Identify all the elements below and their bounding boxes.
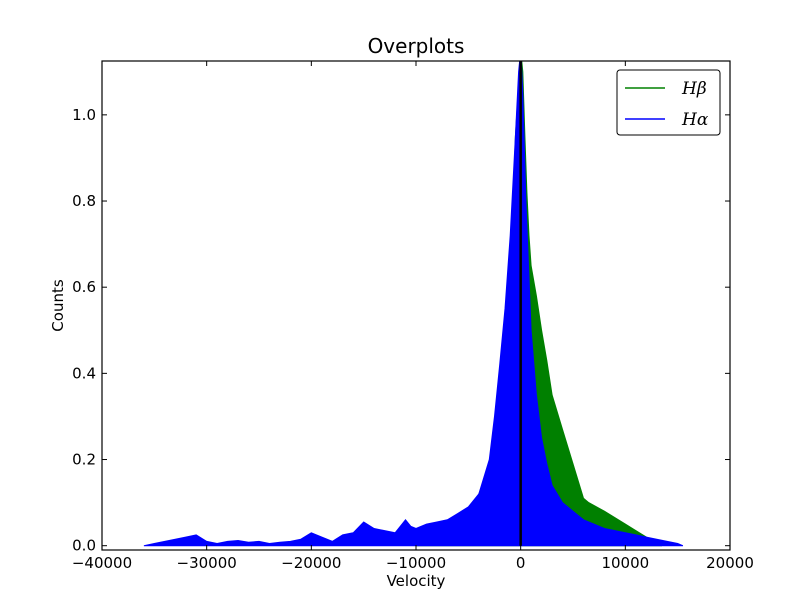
x-tick-label: 20000 (706, 554, 754, 572)
x-tick-label: 10000 (601, 554, 649, 572)
legend-label-hbeta: Hβ (681, 79, 707, 99)
x-tick-label: 0 (516, 554, 526, 572)
y-tick-label: 0.0 (72, 537, 96, 555)
y-tick-label: 0.6 (72, 278, 96, 296)
x-tick-label: −20000 (281, 554, 341, 572)
legend-label-halpha: Hα (681, 110, 709, 130)
x-tick-label: −10000 (386, 554, 446, 572)
y-tick-label: 0.8 (72, 192, 96, 210)
y-axis-title: Counts (49, 279, 67, 332)
x-axis-title: Velocity (387, 572, 446, 590)
series-layer (143, 61, 684, 547)
chart-title: Overplots (368, 34, 465, 58)
ticks: −40000 −30000 −20000 −10000 0 10000 20000 0.0 0.… (72, 61, 754, 572)
y-tick-label: 1.0 (72, 106, 96, 124)
x-tick-label: −40000 (72, 554, 132, 572)
y-tick-label: 0.2 (72, 451, 96, 469)
series-halpha-area (143, 61, 684, 547)
x-tick-label: −30000 (177, 554, 237, 572)
y-tick-label: 0.4 (72, 364, 96, 382)
legend: Hβ Hα (616, 69, 721, 136)
